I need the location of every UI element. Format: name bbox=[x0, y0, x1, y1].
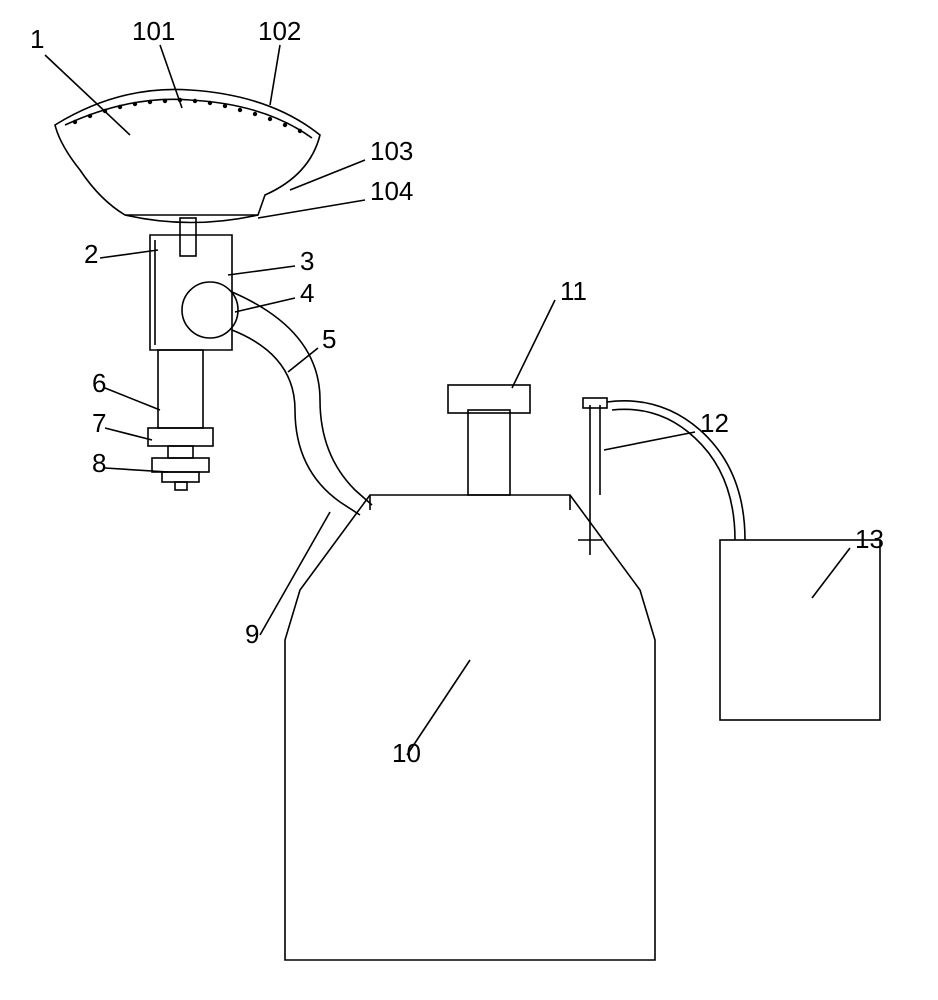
tube-outer bbox=[232, 292, 372, 505]
tube-inner bbox=[232, 330, 360, 515]
base-nub bbox=[175, 482, 187, 490]
label-6: 6 bbox=[92, 368, 106, 398]
vent-cap bbox=[583, 398, 607, 408]
cap-stem bbox=[468, 410, 510, 495]
label-13: 13 bbox=[855, 524, 884, 554]
label-11: 11 bbox=[560, 276, 587, 306]
funnel-top bbox=[55, 89, 320, 215]
label-1: 1 bbox=[30, 24, 44, 54]
label-101: 101 bbox=[132, 16, 175, 46]
label-9: 9 bbox=[245, 619, 259, 649]
technical-diagram: 1 101 102 103 104 2 3 4 5 6 7 8 9 10 11 … bbox=[0, 0, 938, 1000]
label-102: 102 bbox=[258, 16, 301, 46]
label-5: 5 bbox=[322, 324, 336, 354]
label-10: 10 bbox=[392, 738, 421, 768]
rotary-joint bbox=[182, 282, 238, 338]
cap-top bbox=[448, 385, 530, 413]
label-2: 2 bbox=[84, 239, 98, 269]
flange-neck bbox=[168, 446, 193, 458]
label-3: 3 bbox=[300, 246, 314, 276]
stem bbox=[158, 350, 203, 428]
neck-tab bbox=[180, 218, 196, 256]
bottle bbox=[285, 495, 655, 960]
label-4: 4 bbox=[300, 278, 314, 308]
label-7: 7 bbox=[92, 408, 106, 438]
label-103: 103 bbox=[370, 136, 413, 166]
base-flange-2 bbox=[162, 472, 199, 482]
base-flange-1 bbox=[152, 458, 209, 472]
label-104: 104 bbox=[370, 176, 413, 206]
funnel-inner-rim bbox=[65, 99, 312, 138]
box-13 bbox=[720, 540, 880, 720]
flange-upper bbox=[148, 428, 213, 446]
label-8: 8 bbox=[92, 448, 106, 478]
label-12: 12 bbox=[700, 408, 729, 438]
body-block bbox=[150, 235, 232, 350]
